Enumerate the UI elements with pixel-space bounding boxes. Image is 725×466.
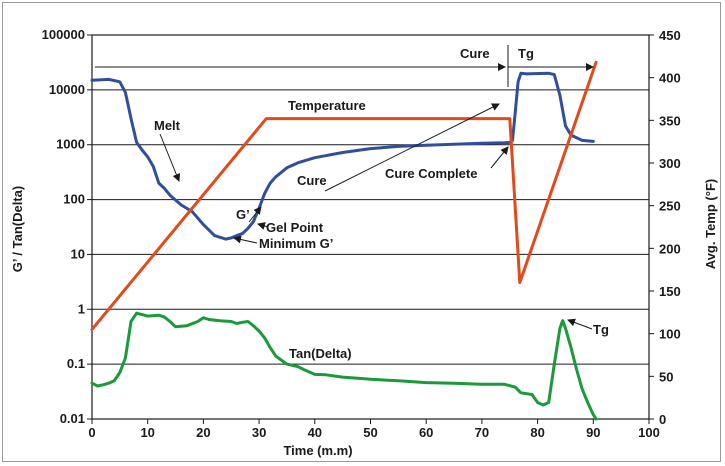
annotation-melt: Melt	[154, 118, 181, 133]
annotation-tg-lower: Tg	[593, 322, 609, 337]
g-prime-series	[90, 71, 595, 241]
x-tick-label: 20	[196, 425, 210, 440]
right-tick-label: 50	[659, 369, 673, 384]
cure-chart: 0.010.1110100100010000100000050100150200…	[10, 27, 718, 458]
right-tick-label: 100	[659, 327, 681, 342]
annotation-tan-delta: Tan(Delta)	[289, 346, 352, 361]
g-prime-arrow	[248, 206, 262, 223]
tg-lower-arrow	[567, 318, 593, 330]
cure-complete-arrow	[490, 146, 509, 169]
chart-frame: 0.01 0.1 1 10 100 1000 10000 100000 0 50 100 150 200…	[2, 2, 721, 462]
right-tick-label: 350	[659, 113, 681, 128]
x-tick-label: 100	[638, 425, 660, 440]
annotation-gel-point: Gel Point	[266, 220, 324, 235]
left-tick-label: 0.1	[67, 356, 85, 371]
temperature-series	[90, 60, 598, 331]
x-tick-label: 10	[140, 425, 154, 440]
tan-delta-series	[90, 311, 598, 421]
annotation-cure-top: Cure	[460, 46, 490, 61]
annotation-g-prime: G’	[236, 207, 250, 222]
annotation-cure: Cure	[297, 173, 327, 188]
x-tick-label: 90	[586, 425, 600, 440]
right-tick-label: 250	[659, 199, 681, 214]
right-tick-label: 400	[659, 71, 681, 86]
right-tick-label: 200	[659, 241, 681, 256]
x-tick-label: 30	[252, 425, 266, 440]
right-tick-label: 450	[659, 28, 681, 43]
left-tick-label: 0.01	[60, 411, 85, 426]
x-tick-label: 80	[530, 425, 544, 440]
annotation-temperature: Temperature	[288, 98, 366, 113]
annotation-cure-complete: Cure Complete	[385, 166, 477, 181]
left-axis-title: G’ / Tan(Delta)	[10, 186, 25, 272]
x-tick-label: 0	[88, 425, 95, 440]
x-tick-label: 70	[475, 425, 489, 440]
x-axis-title: Time (m.m)	[283, 443, 352, 458]
left-tick-label: 1000	[56, 137, 85, 152]
cure-arrow	[324, 103, 500, 192]
gel-point-arrow	[257, 222, 269, 230]
left-tick-label: 10000	[49, 82, 85, 97]
melt-arrow	[159, 133, 181, 182]
left-tick-label: 1	[78, 301, 85, 316]
minimum-g-arrow	[233, 235, 258, 244]
right-tick-label: 150	[659, 284, 681, 299]
x-tick-label: 50	[363, 425, 377, 440]
left-tick-label: 100	[63, 192, 85, 207]
right-tick-label: 0	[659, 412, 666, 427]
x-tick-label: 40	[308, 425, 322, 440]
annotation-minimum-g-prime: Minimum G’	[259, 236, 333, 251]
right-axis-title: Avg. Temp (°F)	[703, 179, 718, 269]
left-tick-label: 100000	[42, 27, 85, 42]
left-tick-label: 10	[71, 246, 85, 261]
annotation-tg-top: Tg	[518, 46, 534, 61]
x-tick-label: 60	[419, 425, 433, 440]
right-tick-label: 300	[659, 156, 681, 171]
